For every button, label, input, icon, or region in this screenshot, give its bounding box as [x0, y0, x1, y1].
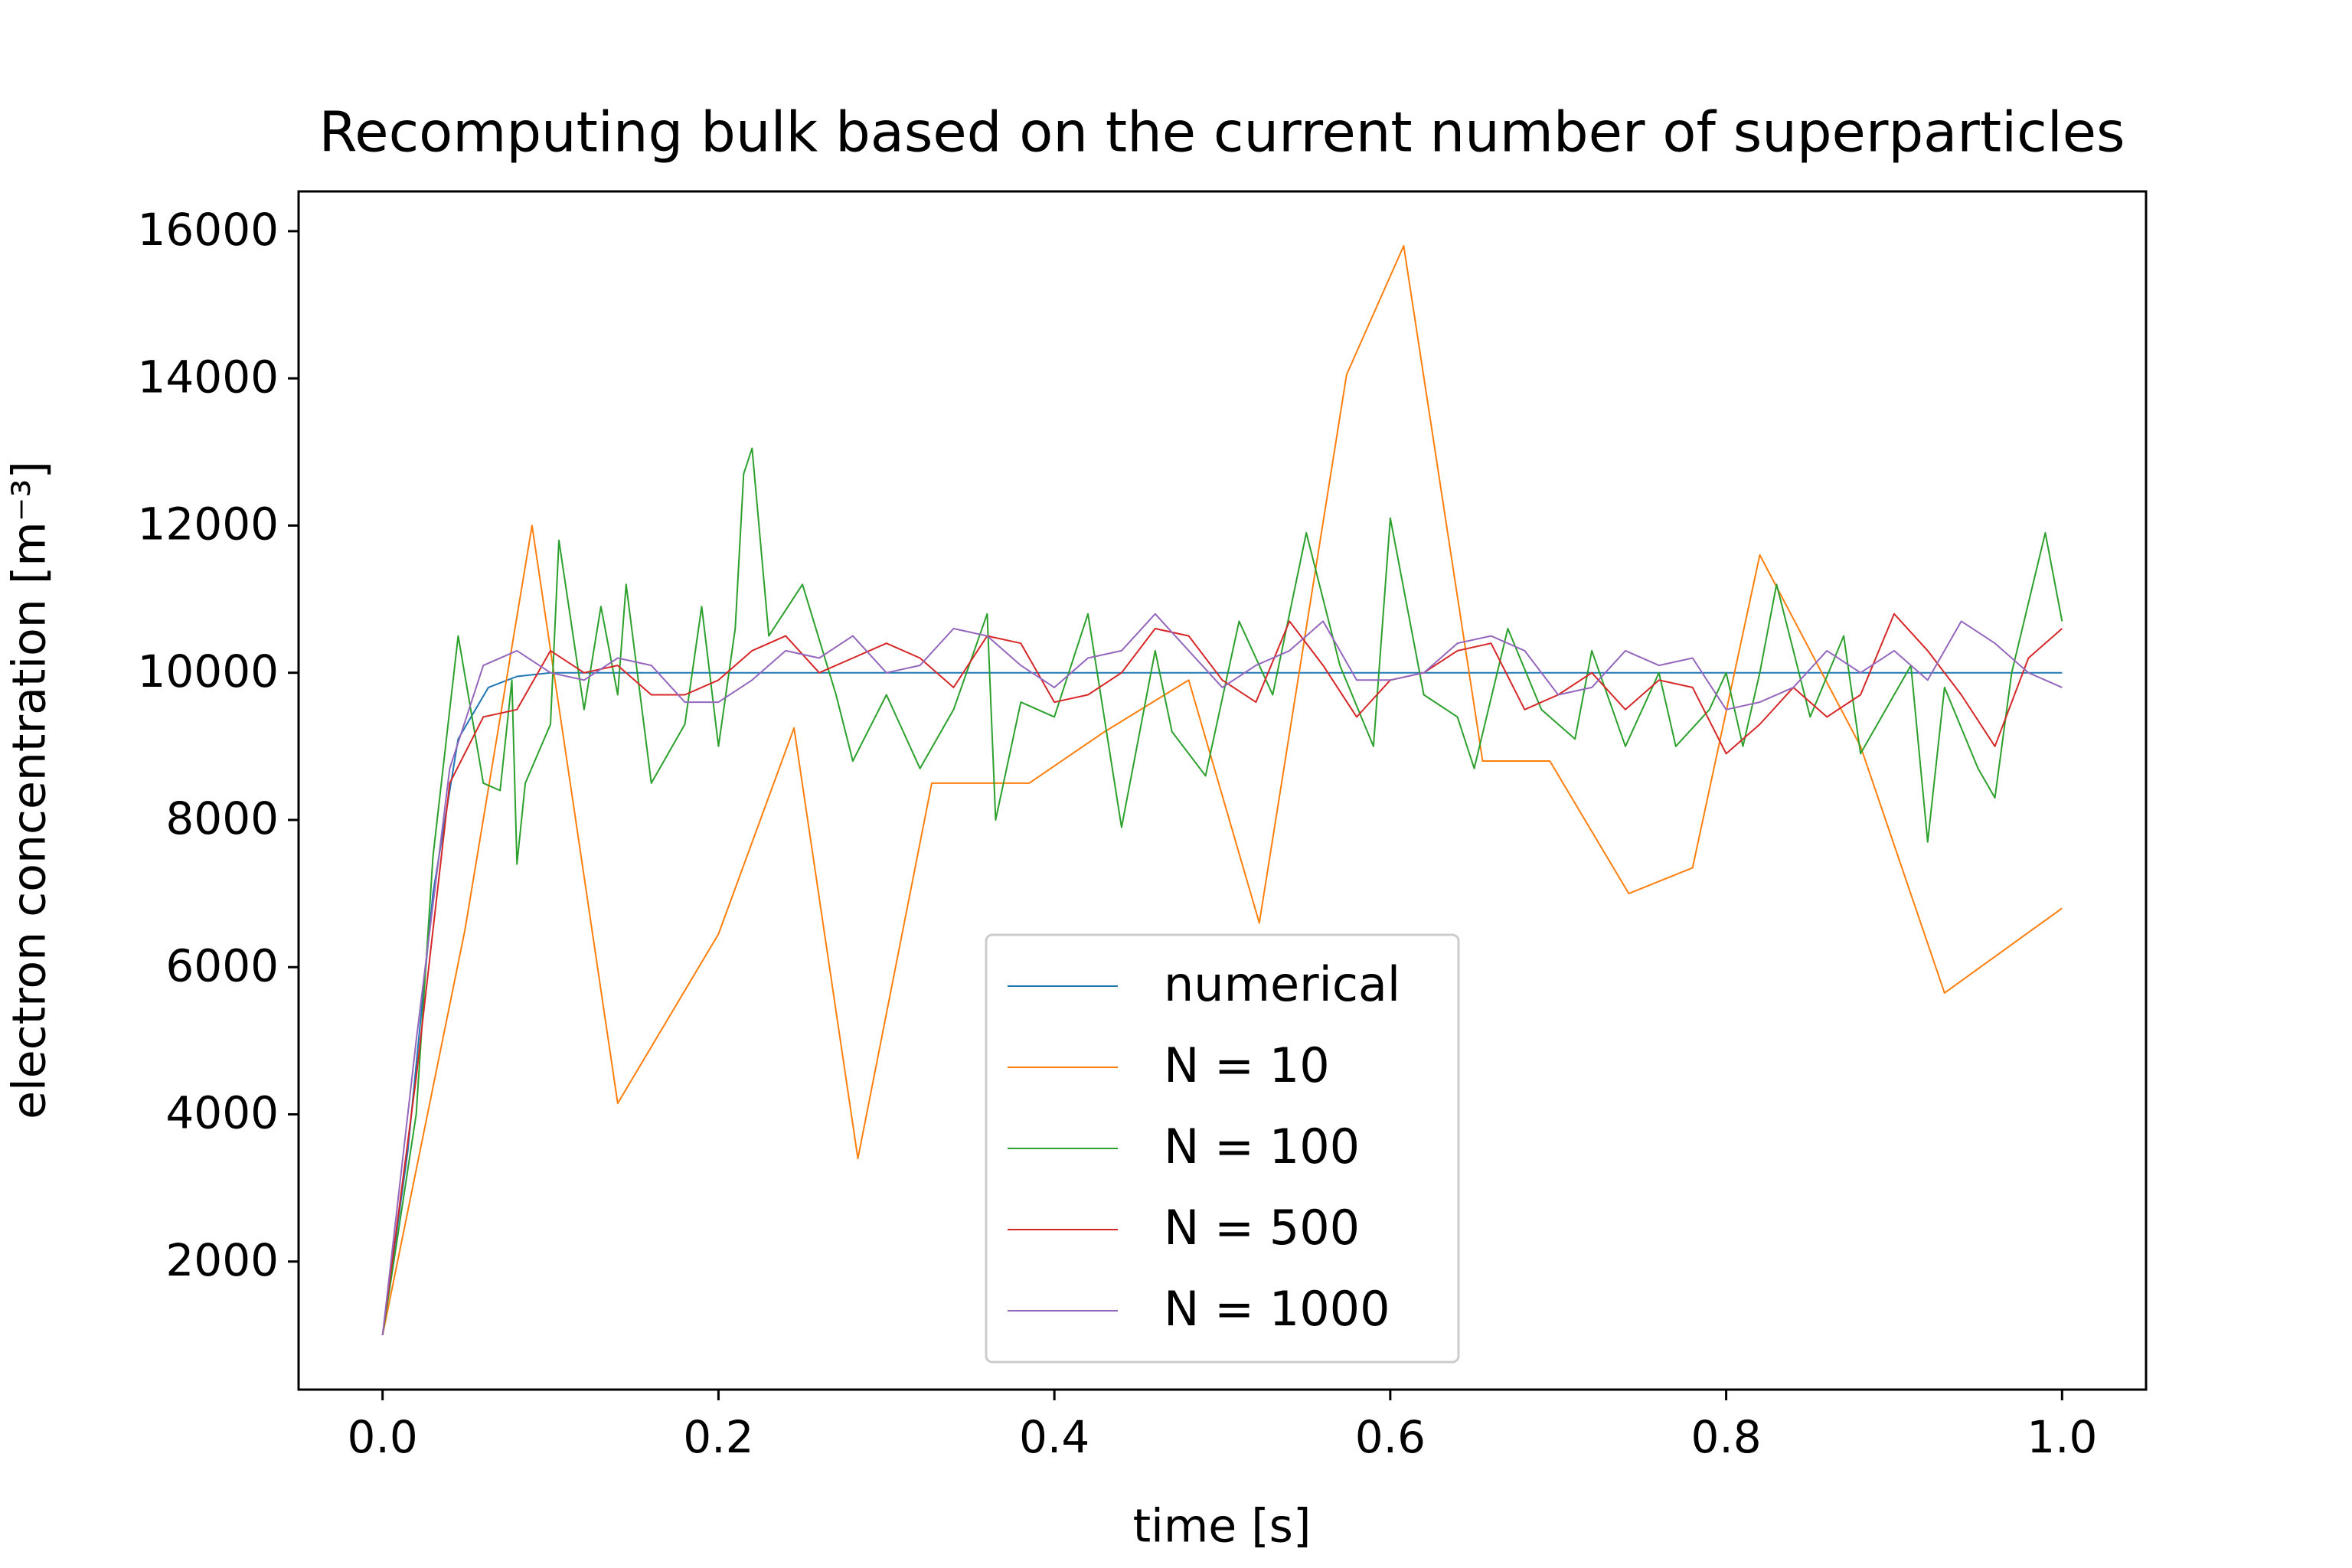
- x-tick-label: 0.6: [1355, 1411, 1426, 1463]
- x-tick-label: 0.4: [1019, 1411, 1089, 1463]
- y-axis-label: electron concentration [m⁻³]: [3, 461, 57, 1119]
- y-tick-label: 8000: [165, 792, 279, 844]
- legend-label: N = 10: [1164, 1037, 1330, 1093]
- chart-title: Recomputing bulk based on the current nu…: [318, 100, 2125, 165]
- y-tick-label: 2000: [165, 1234, 279, 1286]
- y-tick-label: 12000: [137, 498, 279, 550]
- y-tick-label: 4000: [165, 1087, 279, 1139]
- series-line: [381, 447, 2063, 1336]
- series-line: [381, 612, 2063, 1336]
- plot-frame: [297, 190, 2148, 1391]
- legend-label: numerical: [1164, 956, 1400, 1012]
- x-tick-label: 1.0: [2027, 1411, 2097, 1463]
- x-tick-label: 0.2: [683, 1411, 753, 1463]
- series-line: [381, 612, 2063, 1336]
- legend-box: [985, 933, 1460, 1364]
- y-tick-label: 14000: [137, 351, 279, 403]
- y-tick-label: 6000: [165, 939, 279, 991]
- legend-label: N = 500: [1164, 1200, 1360, 1256]
- y-tick-label: 10000: [137, 645, 279, 697]
- legend-label: N = 1000: [1164, 1281, 1390, 1337]
- legend-label: N = 100: [1164, 1119, 1360, 1174]
- y-tick-label: 16000: [137, 204, 279, 256]
- x-tick-label: 0.8: [1690, 1411, 1761, 1463]
- x-axis-label: time [s]: [1133, 1500, 1312, 1553]
- x-tick-label: 0.0: [348, 1411, 418, 1463]
- series-line: [381, 245, 2063, 1336]
